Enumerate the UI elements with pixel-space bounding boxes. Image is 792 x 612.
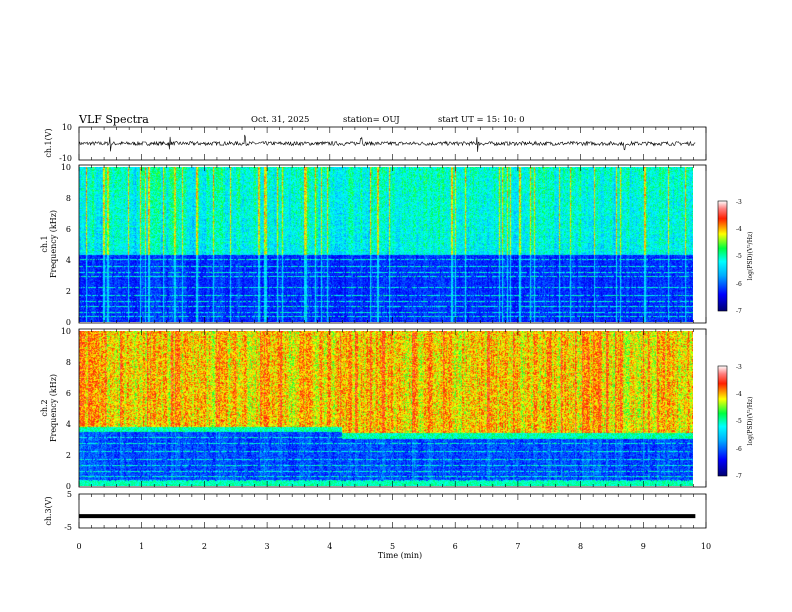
xtick-label-4: 4 — [327, 542, 332, 551]
ch1-cbar-tick-5: -5 — [736, 253, 742, 260]
ch1-ytick-4: 4 — [66, 256, 71, 265]
ch1-ylabel: ch.1(V) — [44, 128, 53, 157]
ch2-colorbar-scale — [717, 365, 728, 477]
x-axis-labels: 0 1 2 3 4 5 6 7 8 9 10 Time (min) — [76, 542, 711, 560]
ch1-waveform-trace — [78, 134, 696, 152]
ch2-ytick-8: 8 — [66, 358, 71, 367]
ch2-ytick-2: 2 — [66, 451, 71, 460]
ch1-ytick-8: 8 — [66, 194, 71, 203]
ch2-colorbar-label: log(PSD)(V²/Hz) — [747, 397, 754, 446]
ch1-spectrogram-panel: 0 2 4 6 8 10 ch.1 Frequency (kHz) — [40, 163, 707, 327]
ch1-ytick-0: 0 — [66, 318, 71, 327]
ch1-colorbar: -3 -4 -5 -6 -7 log(PSD)(V²/Hz) — [717, 199, 754, 315]
ch3-waveform-panel: 5 -5 ch.3(V) — [44, 490, 707, 532]
ch1-ytick-2: 2 — [66, 287, 71, 296]
xtick-label-0: 0 — [76, 542, 81, 551]
ch1-cbar-tick-4: -4 — [736, 226, 742, 233]
ch2-cbar-tick-7: -7 — [736, 473, 742, 480]
header-date: Oct. 31, 2025 — [251, 115, 310, 125]
ch2-spectrogram-image — [79, 331, 693, 486]
ch2-ytick-0: 0 — [66, 482, 71, 491]
ch1-ytick-bottom: -10 — [59, 154, 72, 163]
xtick-label-3: 3 — [265, 542, 270, 551]
ch1-colorbar-label: log(PSD)(V²/Hz) — [747, 232, 754, 281]
xtick-label-1: 1 — [139, 542, 144, 551]
ch1-cbar-tick-6: -6 — [736, 281, 742, 288]
xtick-label-2: 2 — [202, 542, 207, 551]
header-start-ut: start UT = 15: 10: 0 — [438, 115, 525, 125]
header-station: station= OUJ — [343, 115, 400, 125]
x-axis-label: Time (min) — [378, 551, 422, 560]
ch1-ytick-top: 10 — [62, 123, 72, 132]
ch1-colorbar-scale — [717, 200, 728, 312]
x-axis-ticks — [78, 127, 707, 528]
ch1-frequency-label: Frequency (kHz) — [49, 210, 58, 278]
ch2-ytick-10: 10 — [61, 327, 71, 336]
ch2-ytick-6: 6 — [66, 389, 71, 398]
ch3-ytick-top: 5 — [67, 490, 72, 499]
ch2-frequency-label: Frequency (kHz) — [49, 374, 58, 442]
ch2-cbar-tick-5: -5 — [736, 418, 742, 425]
ch1-ytick-10: 10 — [61, 163, 71, 172]
xtick-label-5: 5 — [390, 542, 395, 551]
ch3-ytick-bottom: -5 — [64, 523, 72, 532]
xtick-label-10: 10 — [701, 542, 711, 551]
ch1-waveform-panel: 10 -10 ch.1(V) — [44, 123, 707, 163]
xtick-label-7: 7 — [515, 542, 520, 551]
ch2-ytick-4: 4 — [66, 420, 71, 429]
ch3-ylabel: ch.3(V) — [44, 496, 53, 525]
ch2-cbar-tick-4: -4 — [736, 391, 742, 398]
xtick-label-9: 9 — [641, 542, 646, 551]
ch1-ytick-6: 6 — [66, 225, 71, 234]
ch1-spectrogram-image — [79, 167, 693, 322]
ch2-cbar-tick-6: -6 — [736, 446, 742, 453]
figure-title: VLF Spectra — [79, 113, 149, 126]
ch1-cbar-tick-7: -7 — [736, 308, 742, 315]
ch1-cbar-tick-3: -3 — [736, 199, 742, 206]
xtick-label-6: 6 — [453, 542, 458, 551]
ch2-channel-label: ch.2 — [40, 399, 49, 416]
xtick-label-8: 8 — [578, 542, 583, 551]
ch2-colorbar: -3 -4 -5 -6 -7 log(PSD)(V²/Hz) — [717, 364, 754, 480]
ch2-spectrogram-panel: 0 2 4 6 8 10 ch.2 Frequency (kHz) — [40, 327, 707, 491]
ch2-cbar-tick-3: -3 — [736, 364, 742, 371]
ch1-channel-label: ch.1 — [40, 235, 49, 252]
